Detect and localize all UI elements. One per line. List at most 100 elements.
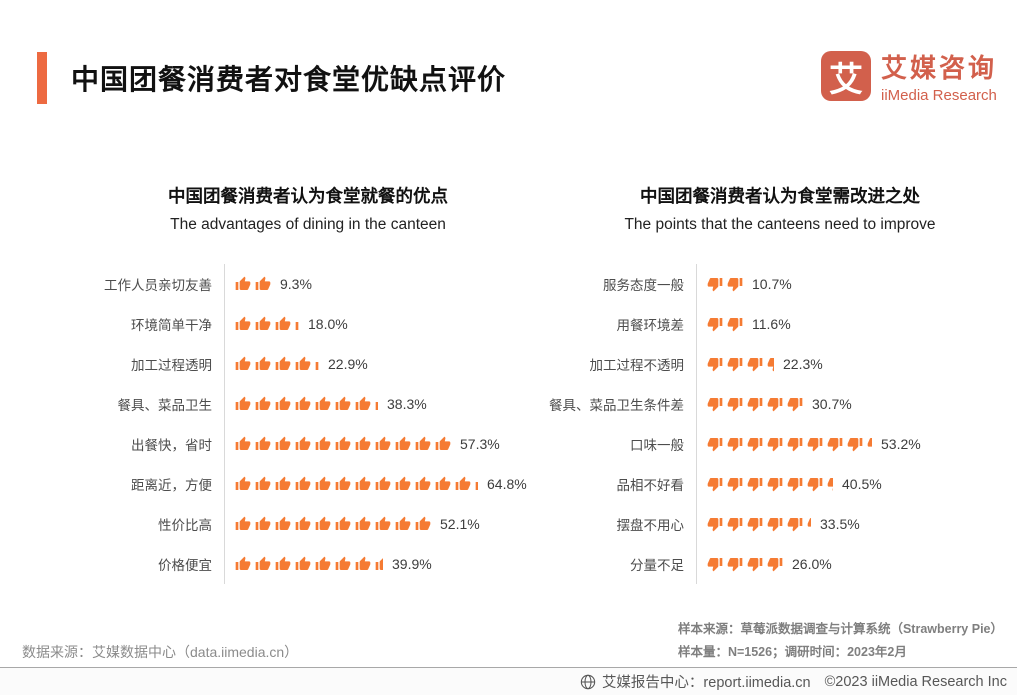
thumb-up-icon <box>315 516 331 532</box>
bottom-bar: 艾媒报告中心：report.iimedia.cn ©2023 iiMedia R… <box>0 668 1017 695</box>
thumb-up-icon <box>275 356 291 372</box>
thumb-down-icon <box>787 476 803 492</box>
thumb-up-icon <box>395 516 411 532</box>
page-title: 中国团餐消费者对食堂优缺点评价 <box>71 64 507 95</box>
thumb-down-icon <box>707 396 723 412</box>
thumb-down-icon <box>767 556 783 572</box>
icon-bar: 18.0% <box>224 304 544 344</box>
chart-row: 加工过程透明 22.9% <box>72 344 544 384</box>
thumb-down-icon <box>727 356 743 372</box>
thumb-down-icon <box>707 476 723 492</box>
chart-row: 环境简单干净 18.0% <box>72 304 544 344</box>
chart-row: 用餐环境差 11.6% <box>544 304 1016 344</box>
row-label: 价格便宜 <box>158 558 212 573</box>
thumb-down-icon <box>747 476 763 492</box>
thumb-up-icon <box>235 316 251 332</box>
thumb-up-icon <box>415 476 431 492</box>
row-label: 加工过程透明 <box>131 358 212 373</box>
thumb-down-icon <box>747 396 763 412</box>
thumb-down-icon <box>787 516 803 532</box>
chart-row: 分量不足 26.0% <box>544 544 1016 584</box>
icon-bar: 26.0% <box>696 544 1016 584</box>
icon-bar: 22.9% <box>224 344 544 384</box>
thumb-up-icon <box>455 476 471 492</box>
accent-bar <box>37 52 47 104</box>
thumb-down-icon <box>807 436 823 452</box>
thumb-up-icon <box>255 556 271 572</box>
thumb-up-icon <box>235 476 251 492</box>
chart-row: 品相不好看 40.5% <box>544 464 1016 504</box>
thumb-up-icon <box>235 276 251 292</box>
row-value: 11.6% <box>752 316 791 332</box>
thumb-up-icon <box>315 396 331 412</box>
thumb-up-icon <box>335 556 351 572</box>
chart-improvements: 中国团餐消费者认为食堂需改进之处 The points that the can… <box>544 183 1016 584</box>
row-value: 10.7% <box>752 276 792 292</box>
thumb-down-icon <box>767 396 783 412</box>
thumb-up-icon <box>295 356 311 372</box>
chart-row: 价格便宜 39.9% <box>72 544 544 584</box>
thumb-up-icon <box>355 476 371 492</box>
row-label: 出餐快，省时 <box>131 438 212 453</box>
thumb-down-icon <box>747 436 763 452</box>
thumb-up-icon <box>275 436 291 452</box>
icon-bar: 39.9% <box>224 544 544 584</box>
row-label: 摆盘不用心 <box>616 518 685 533</box>
thumb-up-icon <box>235 396 251 412</box>
icon-bar: 57.3% <box>224 424 544 464</box>
thumb-down-icon <box>787 436 803 452</box>
thumb-up-icon <box>295 556 311 572</box>
thumb-down-icon <box>707 436 723 452</box>
row-label: 服务态度一般 <box>603 278 684 293</box>
thumb-up-icon <box>335 396 351 412</box>
chart-row: 加工过程不透明 22.3% <box>544 344 1016 384</box>
thumb-down-icon <box>747 556 763 572</box>
row-value: 22.9% <box>328 356 368 372</box>
chart-row: 餐具、菜品卫生 38.3% <box>72 384 544 424</box>
thumb-up-icon <box>355 556 371 572</box>
thumb-up-icon <box>415 516 431 532</box>
row-value: 26.0% <box>792 556 832 572</box>
row-value: 30.7% <box>812 396 852 412</box>
iimedia-logo: 艾 艾媒咨询 iiMedia Research <box>820 48 997 104</box>
icon-bar: 30.7% <box>696 384 1016 424</box>
row-label: 分量不足 <box>630 558 684 573</box>
thumb-up-icon <box>275 556 291 572</box>
sample-source-note: 样本来源：草莓派数据调查与计算系统（Strawberry Pie） <box>677 621 1003 636</box>
chart-row: 工作人员亲切友善 9.3% <box>72 264 544 304</box>
row-label: 工作人员亲切友善 <box>104 278 212 293</box>
chart-rows: 服务态度一般 10.7% 用餐环境差 11.6% 加工过程不透明 22.3% 餐具、菜品卫生… <box>544 264 1016 584</box>
copyright-text: ©2023 iiMedia Research Inc <box>824 673 1007 690</box>
chart-subtitle: The points that the canteens need to imp… <box>624 216 936 233</box>
thumb-down-icon <box>707 356 723 372</box>
thumb-up-icon <box>255 316 271 332</box>
thumb-up-icon <box>275 396 291 412</box>
row-value: 64.8% <box>487 476 527 492</box>
thumb-up-icon <box>255 356 271 372</box>
row-value: 38.3% <box>387 396 427 412</box>
row-label: 用餐环境差 <box>616 318 685 333</box>
thumb-down-icon <box>727 516 743 532</box>
thumb-up-partial-icon <box>315 356 319 372</box>
thumb-down-partial-icon <box>807 516 811 532</box>
thumb-up-icon <box>235 516 251 532</box>
logo-text: 艾媒咨询 iiMedia Research <box>881 48 997 104</box>
chart-row: 距离近，方便 64.8% <box>72 464 544 504</box>
row-value: 9.3% <box>280 276 312 292</box>
thumb-up-icon <box>275 316 291 332</box>
thumb-down-icon <box>767 436 783 452</box>
thumb-up-icon <box>275 516 291 532</box>
icon-bar: 10.7% <box>696 264 1016 304</box>
thumb-up-icon <box>275 476 291 492</box>
icon-bar: 40.5% <box>696 464 1016 504</box>
chart-row: 摆盘不用心 33.5% <box>544 504 1016 544</box>
thumb-down-icon <box>807 476 823 492</box>
thumb-down-icon <box>827 436 843 452</box>
thumb-down-icon <box>707 516 723 532</box>
thumb-down-icon <box>727 476 743 492</box>
thumb-up-icon <box>355 436 371 452</box>
thumb-down-icon <box>727 276 743 292</box>
logo-name-zh: 艾媒咨询 <box>880 53 997 83</box>
thumb-down-icon <box>707 316 723 332</box>
thumb-down-partial-icon <box>767 356 774 372</box>
